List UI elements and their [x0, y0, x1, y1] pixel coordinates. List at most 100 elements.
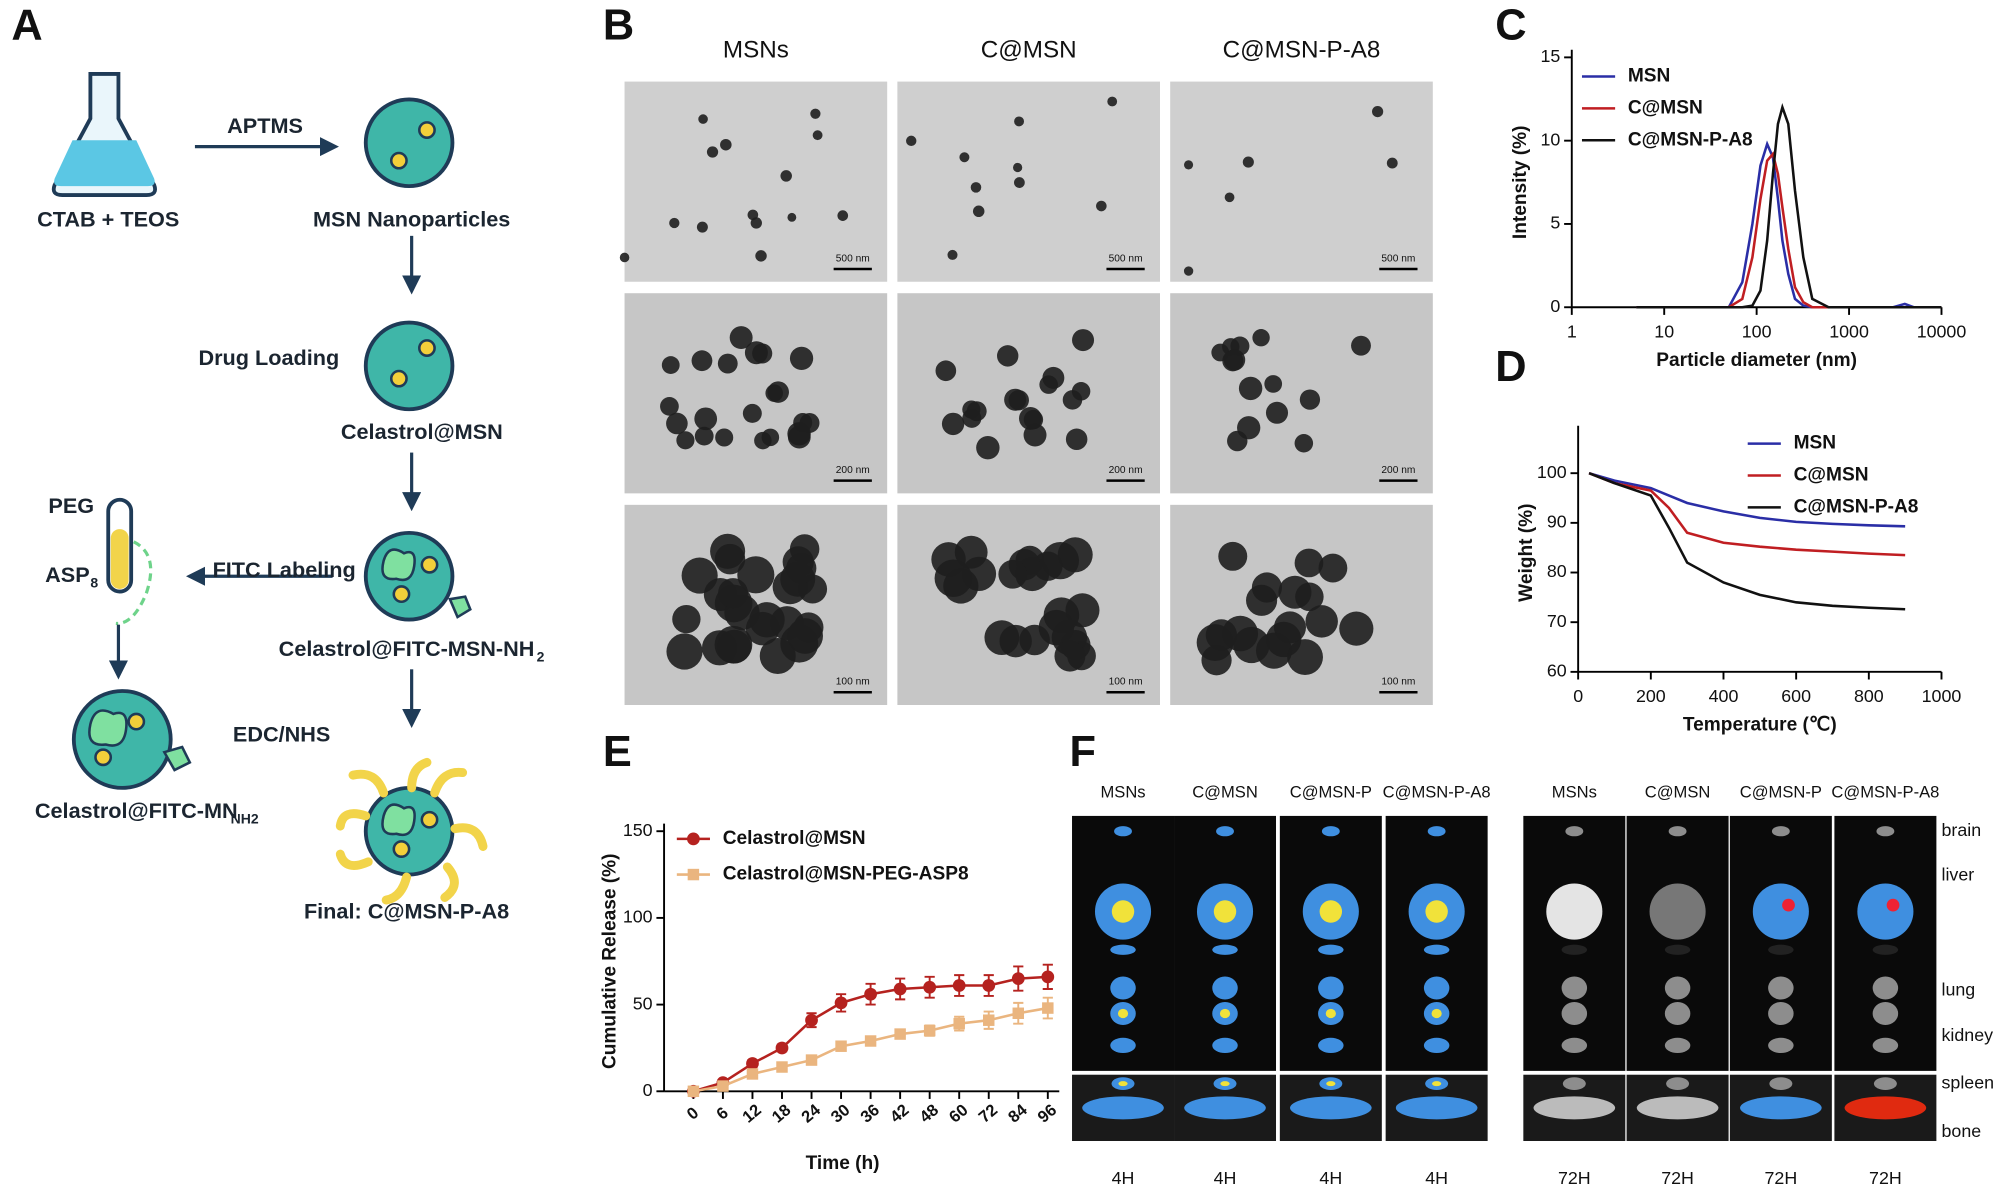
x-tick-label: 60: [945, 1100, 971, 1126]
particle: [793, 612, 824, 643]
organ: [1216, 826, 1234, 837]
data-point: [864, 1035, 877, 1047]
particle: [1013, 162, 1023, 173]
particle: [1299, 389, 1321, 410]
organ: [1423, 976, 1450, 1000]
particle: [1294, 548, 1324, 578]
x-tick-label: 84: [1004, 1100, 1031, 1127]
label-subscript: 8: [90, 575, 98, 591]
scale-bar-label: 200 nm: [1109, 465, 1143, 476]
time-label: 4H: [1214, 1168, 1237, 1188]
x-tick-label: 1: [1567, 321, 1577, 341]
particle: [1072, 329, 1095, 352]
particle: [755, 250, 767, 262]
particle: [1042, 366, 1065, 389]
scale-bar-label: 200 nm: [836, 465, 870, 476]
organ: [1873, 1077, 1897, 1091]
data-point: [776, 1061, 788, 1073]
data-point: [982, 979, 996, 992]
particle: [761, 428, 780, 447]
tem-background: [1170, 81, 1433, 282]
x-axis-label: Temperature (℃): [1683, 714, 1837, 735]
particle: [742, 403, 762, 423]
column-label: C@MSN-P: [1740, 782, 1822, 801]
particle: [666, 633, 703, 670]
particle: [1318, 553, 1348, 583]
particle: [837, 210, 849, 221]
flask-liquid: [54, 140, 155, 187]
label: Drug Loading: [198, 345, 339, 370]
x-tick-label: 72: [975, 1100, 1001, 1126]
y-tick-label: 80: [1547, 561, 1567, 581]
data-point: [717, 1080, 729, 1092]
signal: [1886, 898, 1900, 912]
particle: [1372, 106, 1384, 118]
signal: [1782, 898, 1795, 912]
organ: [1857, 883, 1914, 940]
y-tick-label: 5: [1550, 213, 1560, 233]
particle: [1183, 266, 1194, 276]
tem-background: [897, 81, 1160, 282]
particle: [1246, 584, 1278, 616]
x-tick-label: 0: [1573, 686, 1583, 706]
x-tick-label: 0: [683, 1103, 702, 1123]
bone: [1395, 1096, 1478, 1120]
particle: [715, 428, 734, 447]
organ: [1561, 976, 1588, 1000]
column-label: C@MSN-P: [1290, 782, 1372, 801]
y-tick-label: 70: [1547, 611, 1567, 631]
data-point: [1012, 1007, 1025, 1020]
panel-letter: C: [1495, 2, 1526, 50]
signal: [1431, 1008, 1442, 1019]
particle: [787, 212, 797, 222]
label: Celastrol@FITC-MSN-NH: [279, 636, 535, 661]
particle: [696, 221, 708, 233]
data-point: [894, 1028, 906, 1040]
organ-label: spleen: [1941, 1072, 1994, 1092]
column-label: C@MSN: [1645, 782, 1711, 801]
particle: [729, 326, 753, 350]
particle: [972, 205, 985, 218]
organ-label: bone: [1941, 1121, 1981, 1141]
y-tick-label: 0: [643, 1080, 653, 1100]
organ: [1768, 976, 1794, 1000]
bone: [1844, 1096, 1927, 1120]
legend-label: Celastrol@MSN-PEG-ASP8: [723, 864, 969, 885]
imaging-panel: [1072, 815, 1175, 1071]
data-point: [864, 987, 877, 1001]
organ: [1768, 1037, 1794, 1054]
scale-bar-label: 200 nm: [1381, 465, 1415, 476]
bone: [1533, 1096, 1616, 1120]
particle: [966, 401, 987, 422]
signal: [1325, 1008, 1336, 1019]
x-tick-label: 10000: [1917, 321, 1967, 341]
data-point: [952, 979, 966, 992]
organ: [1769, 1077, 1793, 1091]
organ: [1561, 944, 1588, 955]
series-line: [1588, 472, 1906, 611]
particle: [765, 384, 783, 402]
label-subscript: 2: [537, 649, 545, 665]
particle: [1238, 376, 1263, 401]
data-point: [746, 1068, 759, 1080]
particle: [706, 146, 719, 158]
particle: [959, 152, 970, 163]
signal: [1213, 900, 1237, 923]
label: Celastrol@FITC-MN: [35, 798, 238, 823]
organ-label: kidney: [1941, 1025, 1993, 1045]
legend-label: C@MSN: [1794, 465, 1869, 486]
particle: [812, 130, 823, 141]
panel-letter: F: [1069, 728, 1095, 776]
particle: [1065, 593, 1100, 628]
particle: [1252, 329, 1270, 347]
particle: [619, 252, 630, 263]
data-point: [805, 1013, 818, 1027]
particle: [1305, 605, 1338, 638]
series-line: [1636, 151, 1942, 309]
organ: [1664, 1037, 1691, 1054]
signal: [1319, 900, 1343, 923]
particle: [1033, 551, 1063, 581]
particle: [1014, 177, 1025, 188]
particle: [691, 350, 713, 372]
particle: [1183, 160, 1194, 170]
